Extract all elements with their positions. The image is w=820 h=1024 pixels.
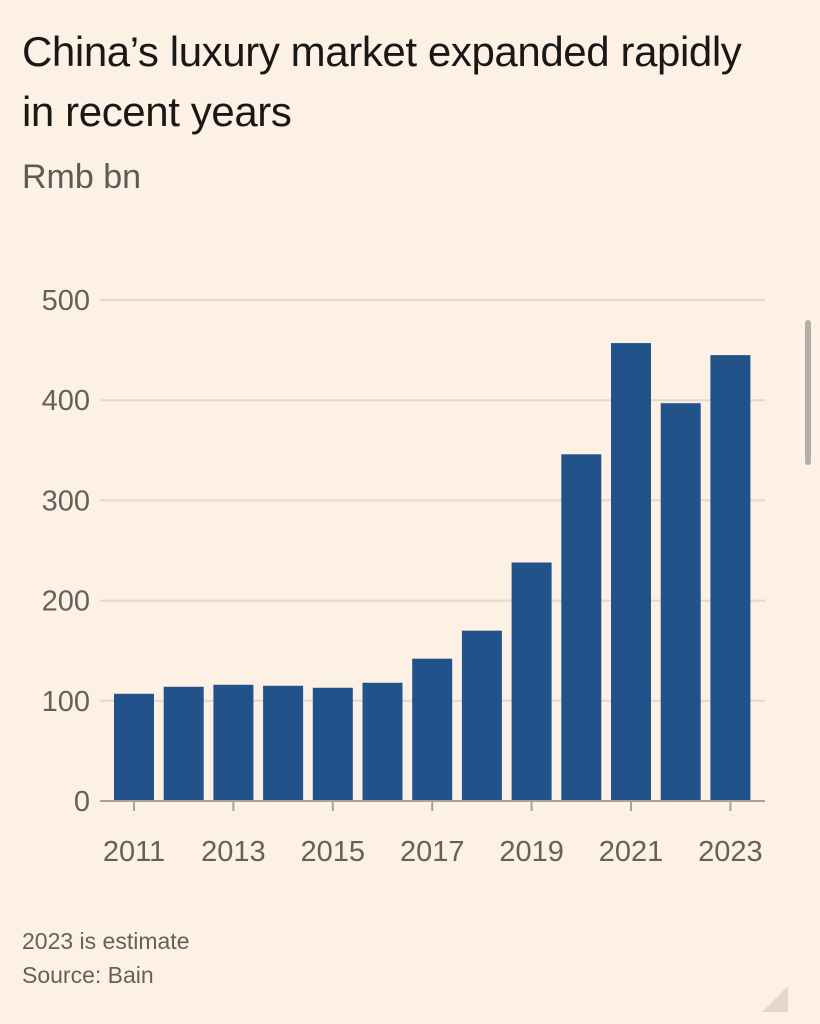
bar-2014 — [263, 685, 304, 801]
bar-2011 — [114, 693, 154, 801]
resize-handle-icon[interactable] — [762, 986, 788, 1012]
bar-2015 — [312, 687, 353, 801]
x-tick-label: 2019 — [499, 836, 564, 868]
bars — [114, 343, 751, 801]
x-tick-label: 2013 — [201, 836, 266, 868]
bar-2021 — [611, 343, 651, 801]
gridlines — [100, 299, 765, 702]
bar-2017 — [412, 658, 453, 801]
bar-2020 — [561, 454, 602, 801]
bar-chart: 0 100 200 300 400 500 2011 2013 2015 2017 2019 202… — [42, 285, 765, 868]
y-axis-labels: 0 100 200 300 400 500 — [42, 285, 90, 818]
chart-subtitle: Rmb bn — [22, 158, 142, 196]
bar-2023 — [710, 355, 751, 801]
axes — [100, 800, 765, 811]
y-tick-label: 200 — [42, 586, 90, 618]
bar-2018 — [461, 630, 502, 801]
bar-2013 — [213, 684, 254, 801]
scrollbar[interactable] — [805, 320, 811, 465]
x-tick-label: 2023 — [698, 836, 763, 868]
x-tick-label: 2011 — [103, 836, 165, 868]
chart-title: China’s luxury market expanded rapidly i… — [22, 28, 742, 135]
x-tick-label: 2021 — [599, 836, 664, 868]
y-tick-label: 300 — [42, 485, 90, 517]
bar-2019 — [511, 562, 552, 801]
x-tick-label: 2017 — [400, 836, 465, 868]
x-tick-label: 2015 — [301, 836, 366, 868]
y-tick-label: 100 — [42, 686, 90, 718]
bar-2022 — [660, 403, 701, 801]
y-tick-label: 0 — [74, 786, 90, 818]
chart-source: Source: Bain — [22, 962, 154, 988]
y-tick-label: 400 — [42, 385, 90, 417]
x-axis-labels: 2011 2013 2015 2017 2019 2021 2023 — [103, 836, 763, 868]
bar-2016 — [362, 682, 403, 801]
y-tick-label: 500 — [42, 285, 90, 317]
chart-note: 2023 is estimate — [22, 928, 190, 954]
bar-2012 — [163, 686, 204, 801]
